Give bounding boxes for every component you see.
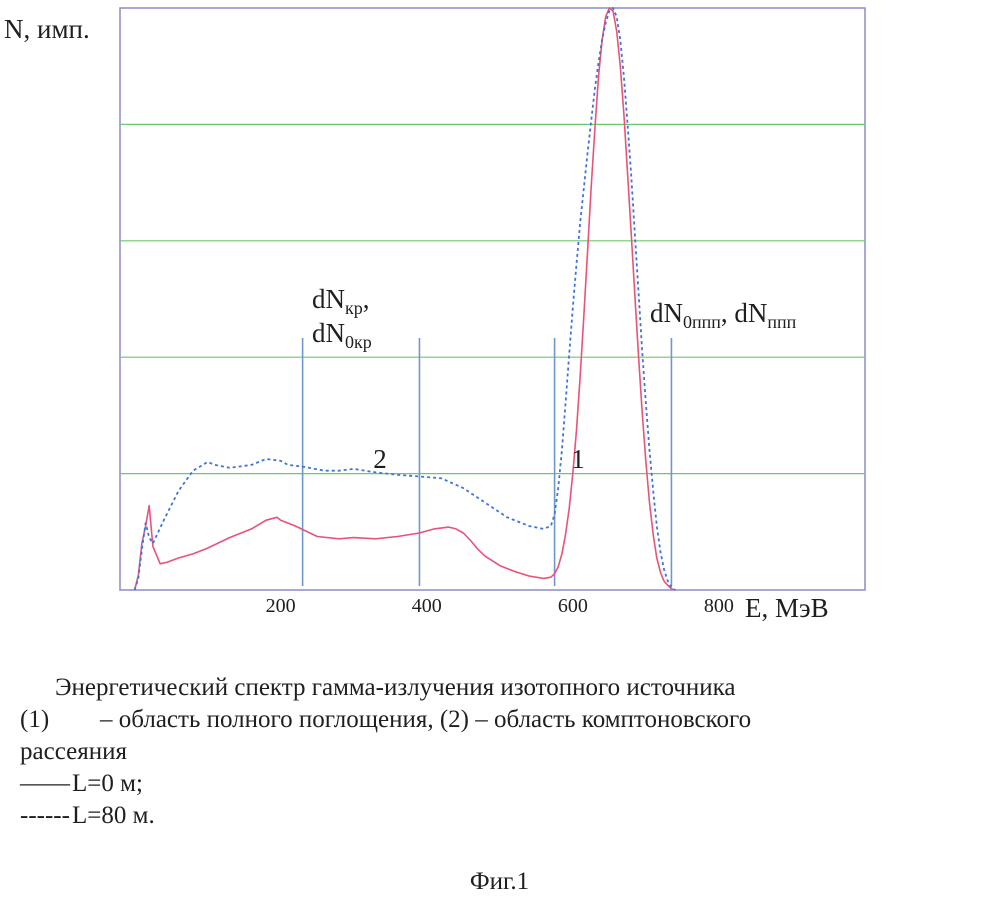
legend-dashed-symbol: ------ [20,802,70,829]
y-axis-label: N, имп. [4,14,90,44]
plot-frame [119,7,866,591]
photopeak-marker-sub-2: ппп [767,312,796,332]
caption-regions: (1) – область полного поглощения, (2) – о… [20,704,995,736]
series-1-line [133,7,676,591]
figure-label: Фиг.1 [469,868,530,895]
photopeak-marker-sep: , [721,298,735,328]
caption-region-text: – область полного поглощения, (2) – обла… [100,706,752,733]
legend-solid-text: L=0 м; [72,770,143,797]
compton-marker-base-1: dN [312,284,345,314]
photopeak-marker-sub-1: 0ппп [683,312,721,332]
photopeak-marker-label: dN0ппп, dNппп [650,298,797,332]
compton-marker-sub-1: кр [345,298,363,318]
compton-marker-sub-2: 0кр [345,332,372,352]
compton-marker-base-2: dN [312,318,345,348]
x-tick-label-400: 400 [412,595,442,617]
caption-title: Энергетический спектр гамма-излучения из… [55,674,736,701]
legend-dashed-text: L=80 м. [72,802,155,829]
x-axis-label: E, МэВ [745,593,829,623]
caption-region-number: (1) [20,706,50,733]
compton-marker-label-1: dNкр, [312,284,370,318]
legend-solid: ——L=0 м; [20,768,995,800]
legend-dashed: ------L=80 м. [20,800,995,832]
grid-lines [120,123,865,475]
figure-caption: Энергетический спектр гамма-излучения из… [20,672,995,832]
series-group [133,7,676,591]
vertical-markers [301,338,673,586]
x-tick-label-600: 600 [558,595,588,617]
series-1-label: 1 [571,444,585,474]
x-tick-label-800: 800 [704,595,734,617]
x-tick-labels: 200 400 600 800 [266,595,734,617]
compton-marker-sep: , [363,284,370,314]
compton-marker-label-2: dN0кр [312,318,372,352]
photopeak-marker-base-2: dN [734,298,767,328]
series-2-label: 2 [373,444,387,474]
photopeak-marker-base-1: dN [650,298,683,328]
x-tick-label-200: 200 [266,595,296,617]
legend-solid-symbol: —— [20,770,70,797]
caption-regions-end: рассеяния [20,738,127,765]
series-2-line [133,7,676,591]
spectrum-chart: 200 400 600 800 N, имп. E, МэВ 1 2 dNкр, dN… [4,7,866,623]
